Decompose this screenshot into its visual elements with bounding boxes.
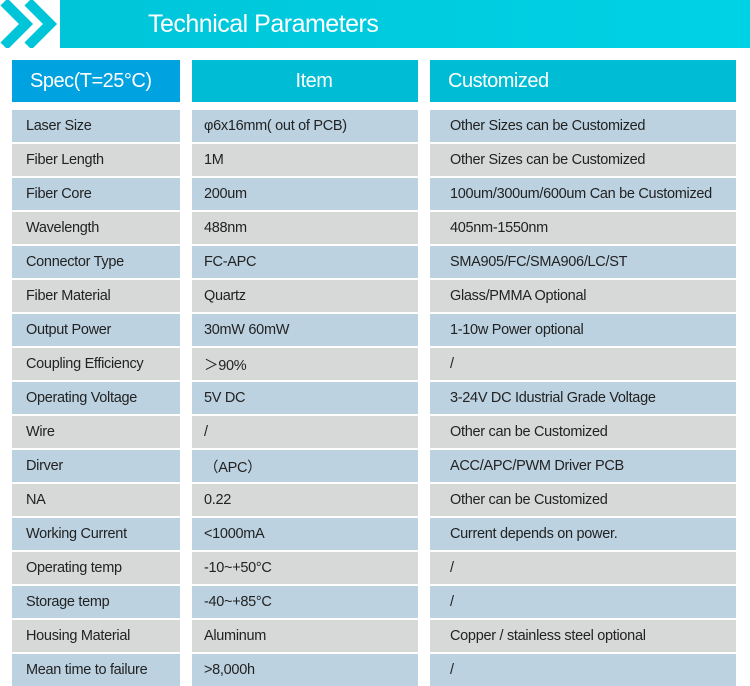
table-row: Connector Type FC-APC SMA905/FC/SMA906/LC/… xyxy=(12,246,738,278)
cell-spec: Connector Type xyxy=(12,246,180,278)
table-row: Laser Size φ6x16mm( out of PCB) Other Size… xyxy=(12,110,738,142)
cell-customized: Glass/PMMA Optional xyxy=(430,280,736,312)
table-row: Fiber Core 200um 100um/300um/600um Can be … xyxy=(12,178,738,210)
cell-customized: / xyxy=(430,348,736,380)
cell-spec: Mean time to failure xyxy=(12,654,180,686)
table-row: Fiber Material Quartz Glass/PMMA Optional xyxy=(12,280,738,312)
header-item: Item xyxy=(192,60,418,102)
cell-spec: Operating Voltage xyxy=(12,382,180,414)
cell-item: 1M xyxy=(192,144,418,176)
cell-spec: Housing Material xyxy=(12,620,180,652)
cell-item: / xyxy=(192,416,418,448)
cell-item: 30mW 60mW xyxy=(192,314,418,346)
cell-spec: Working Current xyxy=(12,518,180,550)
cell-item: FC-APC xyxy=(192,246,418,278)
table-row: Operating Voltage 5V DC 3-24V DC Idustrial… xyxy=(12,382,738,414)
cell-item: φ6x16mm( out of PCB) xyxy=(192,110,418,142)
header-spec: Spec(T=25°C) xyxy=(12,60,180,102)
table-row: Storage temp -40~+85°C / xyxy=(12,586,738,618)
cell-customized: ACC/APC/PWM Driver PCB xyxy=(430,450,736,482)
cell-customized: 405nm-1550nm xyxy=(430,212,736,244)
cell-item: ＞90% xyxy=(192,348,418,380)
cell-customized: Other can be Customized xyxy=(430,484,736,516)
cell-customized: SMA905/FC/SMA906/LC/ST xyxy=(430,246,736,278)
title-banner: Technical Parameters xyxy=(0,0,750,48)
table-row: Mean time to failure >8,000h / xyxy=(12,654,738,686)
cell-item: -40~+85°C xyxy=(192,586,418,618)
cell-item: Aluminum xyxy=(192,620,418,652)
table-row: Wire / Other can be Customized xyxy=(12,416,738,448)
cell-spec: Dirver xyxy=(12,450,180,482)
cell-spec: Storage temp xyxy=(12,586,180,618)
header-customized: Customized xyxy=(430,60,736,102)
cell-customized: Copper / stainless steel optional xyxy=(430,620,736,652)
table-row: Dirver （APC） ACC/APC/PWM Driver PCB xyxy=(12,450,738,482)
cell-item: 5V DC xyxy=(192,382,418,414)
cell-customized: 1-10w Power optional xyxy=(430,314,736,346)
cell-spec: Coupling Efficiency xyxy=(12,348,180,380)
cell-item: >8,000h xyxy=(192,654,418,686)
table-row: Coupling Efficiency ＞90% / xyxy=(12,348,738,380)
cell-item: Quartz xyxy=(192,280,418,312)
cell-customized: Current depends on power. xyxy=(430,518,736,550)
table-row: Working Current <1000mA Current depends on… xyxy=(12,518,738,550)
cell-customized: / xyxy=(430,654,736,686)
table-row: Wavelength 488nm 405nm-1550nm xyxy=(12,212,738,244)
cell-spec: Wire xyxy=(12,416,180,448)
table-row: Operating temp -10~+50°C / xyxy=(12,552,738,584)
cell-customized: Other can be Customized xyxy=(430,416,736,448)
cell-item: 200um xyxy=(192,178,418,210)
cell-spec: NA xyxy=(12,484,180,516)
cell-spec: Fiber Length xyxy=(12,144,180,176)
cell-item: <1000mA xyxy=(192,518,418,550)
table-row: Output Power 30mW 60mW 1-10w Power optiona… xyxy=(12,314,738,346)
cell-customized: 100um/300um/600um Can be Customized xyxy=(430,178,736,210)
cell-spec: Wavelength xyxy=(12,212,180,244)
cell-customized: / xyxy=(430,586,736,618)
cell-item: （APC） xyxy=(192,450,418,482)
cell-customized: / xyxy=(430,552,736,584)
table-header: Spec(T=25°C) Item Customized xyxy=(12,60,738,102)
cell-item: 488nm xyxy=(192,212,418,244)
chevron-right-icon xyxy=(0,0,75,48)
cell-spec: Operating temp xyxy=(12,552,180,584)
cell-customized: Other Sizes can be Customized xyxy=(430,144,736,176)
table-row: NA 0.22 Other can be Customized xyxy=(12,484,738,516)
cell-spec: Output Power xyxy=(12,314,180,346)
table-body: Laser Size φ6x16mm( out of PCB) Other Size… xyxy=(12,110,738,686)
cell-spec: Laser Size xyxy=(12,110,180,142)
parameters-table: Spec(T=25°C) Item Customized Laser Size φ… xyxy=(0,48,750,686)
cell-customized: 3-24V DC Idustrial Grade Voltage xyxy=(430,382,736,414)
table-row: Housing Material Aluminum Copper / stainl… xyxy=(12,620,738,652)
cell-item: 0.22 xyxy=(192,484,418,516)
table-row: Fiber Length 1M Other Sizes can be Customi… xyxy=(12,144,738,176)
cell-customized: Other Sizes can be Customized xyxy=(430,110,736,142)
cell-spec: Fiber Core xyxy=(12,178,180,210)
cell-item: -10~+50°C xyxy=(192,552,418,584)
cell-spec: Fiber Material xyxy=(12,280,180,312)
page-title: Technical Parameters xyxy=(148,10,378,39)
